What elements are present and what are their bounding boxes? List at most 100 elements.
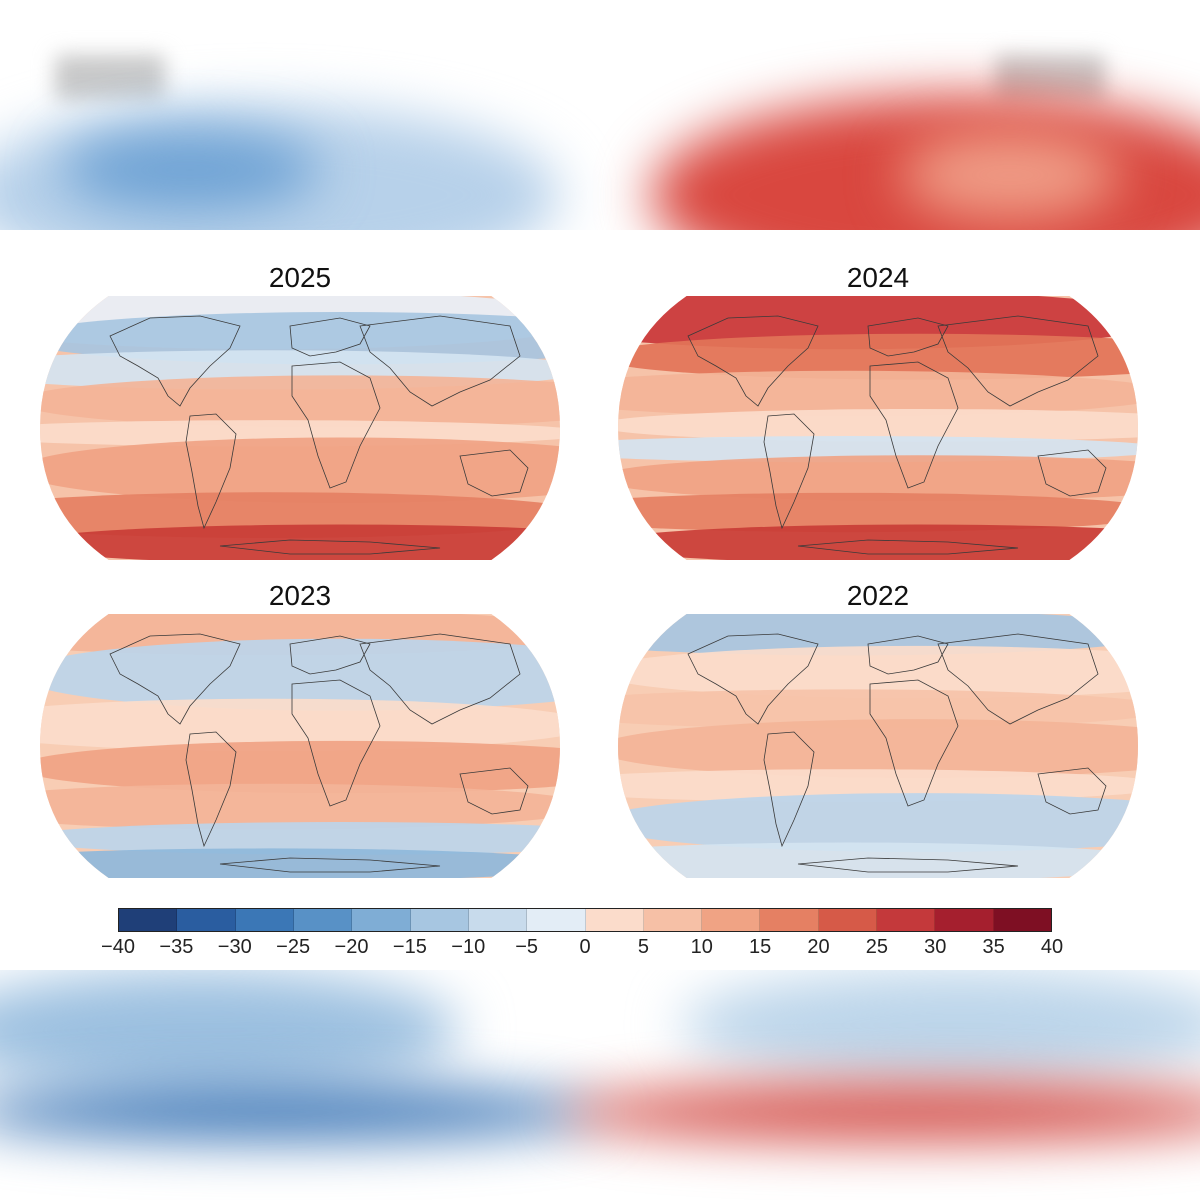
continent-outline (937, 633, 1099, 725)
anomaly-band (40, 437, 560, 503)
anomaly-band (40, 698, 560, 752)
colorbar-segment (119, 909, 178, 931)
colorbar-segment (935, 909, 994, 931)
colorbar-segment (235, 909, 294, 931)
continent-outline (869, 361, 959, 489)
anomaly-band (618, 645, 1138, 699)
map-panel-2022: 2022 (618, 548, 1138, 878)
colorbar-tick-label: −30 (217, 936, 252, 958)
continent-outline (687, 633, 819, 725)
anomaly-band (40, 375, 560, 428)
colorbar-segment (818, 909, 878, 931)
colorbar-legend: −40 −35 −30 −25 −20 −15 −10 −5 0 5 10 15 20 25 30 35 40 (96, 908, 1076, 968)
anomaly-band (618, 689, 1138, 729)
continent-outline (359, 633, 521, 725)
anomaly-band (618, 793, 1138, 853)
colorbar-tick-label: 20 (807, 936, 830, 958)
anomaly-band (40, 740, 560, 794)
colorbar-segment (527, 909, 586, 931)
colorbar-tick-label: 5 (637, 936, 649, 958)
continent-outline (359, 315, 521, 407)
map-fill-group (40, 614, 560, 878)
continent-outline (1037, 449, 1107, 497)
colorbar (118, 908, 1052, 932)
map-panel-2025: 2025 (40, 230, 560, 560)
blurred-blue-core-left (60, 130, 320, 210)
continent-outline (219, 539, 441, 555)
continent-outline (291, 679, 381, 807)
continent-outline (289, 635, 371, 675)
world-map-2022 (618, 614, 1138, 878)
colorbar-tick-label: −25 (276, 936, 311, 958)
anomaly-band (618, 436, 1138, 463)
world-map-2023 (40, 614, 560, 878)
colorbar-tick-label: −10 (451, 936, 486, 958)
continent-outline (185, 413, 237, 530)
anomaly-band (618, 455, 1138, 502)
continent-outline (289, 317, 371, 357)
colorbar-tick-label: 0 (579, 936, 591, 958)
colorbar-tick-label: −20 (334, 936, 369, 958)
blurred-red-core-right (900, 130, 1120, 220)
continent-outline (687, 315, 819, 407)
blurred-colorbar-blue (0, 1085, 600, 1140)
continent-outline (797, 857, 1019, 873)
continent-outline (219, 857, 441, 873)
map-fill-group (40, 296, 560, 560)
continent-outline (291, 361, 381, 489)
continent-outline (459, 449, 529, 497)
colorbar-segment (352, 909, 411, 931)
colorbar-tick-label: −15 (392, 936, 427, 958)
blurred-colorbar-red (560, 1085, 1200, 1140)
continent-outline (937, 315, 1099, 407)
panel-title: 2022 (846, 580, 910, 611)
continent-outline (867, 635, 949, 675)
colorbar-segment (468, 909, 528, 931)
colorbar-segment (293, 909, 353, 931)
colorbar-segment (877, 909, 936, 931)
continent-outline (763, 413, 815, 530)
colorbar-tick-label: 30 (924, 936, 947, 958)
anomaly-band (40, 822, 560, 855)
map-panel-2023: 2023 (40, 548, 560, 878)
anomaly-band (618, 408, 1138, 442)
anomaly-band (40, 783, 560, 830)
colorbar-segment (702, 909, 761, 931)
blurred-blue-map-bottom-left (0, 970, 460, 1090)
map-fill-group (618, 296, 1138, 560)
panel-title: 2023 (268, 580, 332, 611)
colorbar-tick-label: 40 (1040, 936, 1064, 958)
colorbar-segment (177, 909, 236, 931)
continent-outline (109, 315, 241, 407)
continent-outline (1037, 767, 1107, 815)
continent-outline (459, 767, 529, 815)
panel-title: 2024 (846, 262, 910, 293)
colorbar-segment (643, 909, 703, 931)
blurred-year-label-right (995, 55, 1105, 101)
colorbar-segment (993, 909, 1051, 931)
anomaly-band (40, 848, 560, 878)
colorbar-tick-label: 25 (865, 936, 888, 958)
colorbar-tick-label: 15 (749, 936, 772, 958)
colorbar-tick-label: 35 (982, 936, 1005, 958)
anomaly-band (618, 614, 1138, 656)
anomaly-band (618, 719, 1138, 779)
continent-outline (869, 679, 959, 807)
blurred-background-top (0, 0, 1200, 230)
continent-outline (109, 633, 241, 725)
continent-outline (185, 731, 237, 848)
colorbar-segment (410, 909, 469, 931)
anomaly-band (40, 638, 560, 711)
anomaly-band (618, 333, 1138, 380)
panel-title: 2025 (268, 262, 332, 293)
colorbar-tick-label: −5 (515, 936, 539, 958)
blurred-year-label-left (55, 55, 165, 101)
main-figure: 2025 2024 2023 2022 −40 −35 −30 −25 −20 −15 −1… (0, 230, 1200, 970)
map-fill-group (618, 614, 1138, 878)
world-map-2025 (40, 296, 560, 560)
blurred-blue-map-bottom-right (680, 970, 1200, 1080)
anomaly-band (618, 296, 1138, 350)
anomaly-band (618, 842, 1138, 878)
map-panel-2024: 2024 (618, 230, 1138, 560)
